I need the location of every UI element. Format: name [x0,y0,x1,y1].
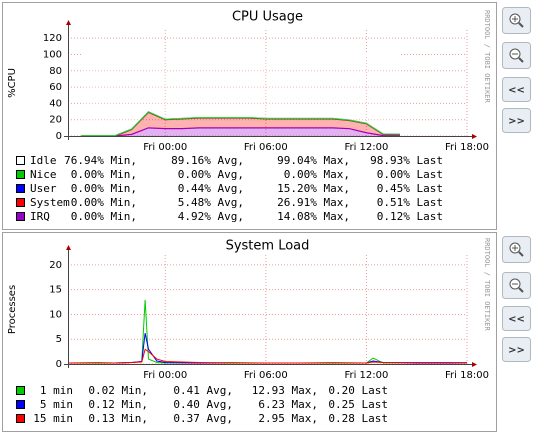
legend-stat: 98.93% Last [370,154,443,167]
axis-arrow [472,134,477,139]
legend-stat: 4.92% Avg, [178,210,244,223]
legend-stat: 76.94% Min, [64,154,137,167]
zoom-in-button[interactable] [502,7,531,34]
zoom-in-button[interactable] [502,236,531,263]
legend-swatch [16,156,25,165]
zoom-out-button[interactable] [502,42,531,69]
legend-label: IRQ [30,210,50,223]
area-fill [81,127,400,136]
axis-arrow [66,245,71,250]
area-line [81,111,400,137]
area-fill [81,54,400,136]
watermark: RRDTOOL / TOBI OETIKER [483,10,491,104]
legend-stat: 5.48% Avg, [178,196,244,209]
y-axis-label: %CPU [7,68,18,98]
legend-swatch [16,184,25,193]
button-label[interactable]: << [508,314,525,325]
legend-stat: 0.12% Last [377,210,443,223]
y-tick-label: 100 [43,49,62,60]
y-tick-label: 80 [49,66,62,77]
button-label[interactable]: >> [508,345,525,356]
legend-stat: 0.28 Last [328,412,388,425]
legend-stat: 0.40 Avg, [173,398,233,411]
legend-stat: 0.41 Avg, [173,384,233,397]
x-tick-label: Fri 12:00 [344,370,388,381]
x-tick-label: Fri 00:00 [143,142,187,153]
x-tick-label: Fri 06:00 [244,370,288,381]
panel [2,232,497,432]
y-tick-label: 120 [43,33,62,44]
legend-stat: 15.20% Max, [277,182,350,195]
legend-stat: 89.16% Avg, [171,154,244,167]
legend-stat: 0.00% Avg, [178,168,244,181]
legend-stat: 0.00% Max, [284,168,350,181]
legend-stat: 0.37 Avg, [173,412,233,425]
chart-title: CPU Usage [232,10,303,25]
legend-stat: 0.00% Min, [71,210,137,223]
y-tick-label: 20 [49,115,62,126]
legend-stat: 0.45% Last [377,182,443,195]
legend-stat: 0.44% Avg, [178,182,244,195]
legend-stat: 0.00% Min, [71,182,137,195]
zoom-out-button[interactable] [502,272,531,299]
legend-stat: 0.00% Min, [71,196,137,209]
legend-swatch [16,414,25,423]
watermark: RRDTOOL / TOBI OETIKER [483,238,491,332]
y-tick-label: 0 [56,131,62,142]
y-tick-label: 60 [49,82,62,93]
y-tick-label: 10 [49,309,62,320]
chart-title: System Load [226,239,310,254]
button-label[interactable]: >> [508,116,525,127]
legend-stat: 0.02 Min, [88,384,148,397]
x-tick-label: Fri 18:00 [445,142,489,153]
forward-button[interactable]: >> [502,108,531,133]
forward-button[interactable]: >> [502,337,531,362]
legend-label: 15 min [33,412,73,425]
legend-stat: 0.00% Last [377,168,443,181]
legend-swatch [16,198,25,207]
legend-stat: 6.23 Max, [258,398,318,411]
legend-stat: 99.04% Max, [277,154,350,167]
legend-stat: 0.00% Min, [71,168,137,181]
axis-arrow [66,20,71,25]
panel [2,2,497,230]
legend-stat: 0.25 Last [328,398,388,411]
y-tick-label: 5 [56,334,62,345]
axis-arrow [472,362,477,367]
y-tick-label: 0 [56,359,62,370]
legend-label: System [30,196,70,209]
legend-stat: 2.95 Max, [258,412,318,425]
legend-stat: 14.08% Max, [277,210,350,223]
legend-stat: 12.93 Max, [252,384,318,397]
legend-stat: 0.12 Min, [88,398,148,411]
x-tick-label: Fri 18:00 [445,370,489,381]
y-tick-label: 20 [49,260,62,271]
legend-stat: 0.20 Last [328,384,388,397]
y-tick-label: 15 [49,285,62,296]
legend-label: User [30,182,57,195]
legend-swatch [16,212,25,221]
button-label[interactable]: << [508,85,525,96]
legend-swatch [16,170,25,179]
series-line [68,348,468,364]
back-button[interactable]: << [502,77,531,102]
x-tick-label: Fri 06:00 [244,142,288,153]
x-tick-label: Fri 12:00 [344,142,388,153]
legend-swatch [16,400,25,409]
legend-label: Idle [30,154,57,167]
back-button[interactable]: << [502,306,531,331]
legend-label: 5 min [40,398,73,411]
area-line [81,127,400,137]
legend-stat: 0.13 Min, [88,412,148,425]
legend-swatch [16,386,25,395]
legend-stat: 0.51% Last [377,196,443,209]
legend-stat: 26.91% Max, [277,196,350,209]
y-axis-label: Processes [7,285,18,334]
y-tick-label: 40 [49,98,62,109]
x-tick-label: Fri 00:00 [143,370,187,381]
legend-label: Nice [30,168,57,181]
legend-label: 1 min [40,384,73,397]
